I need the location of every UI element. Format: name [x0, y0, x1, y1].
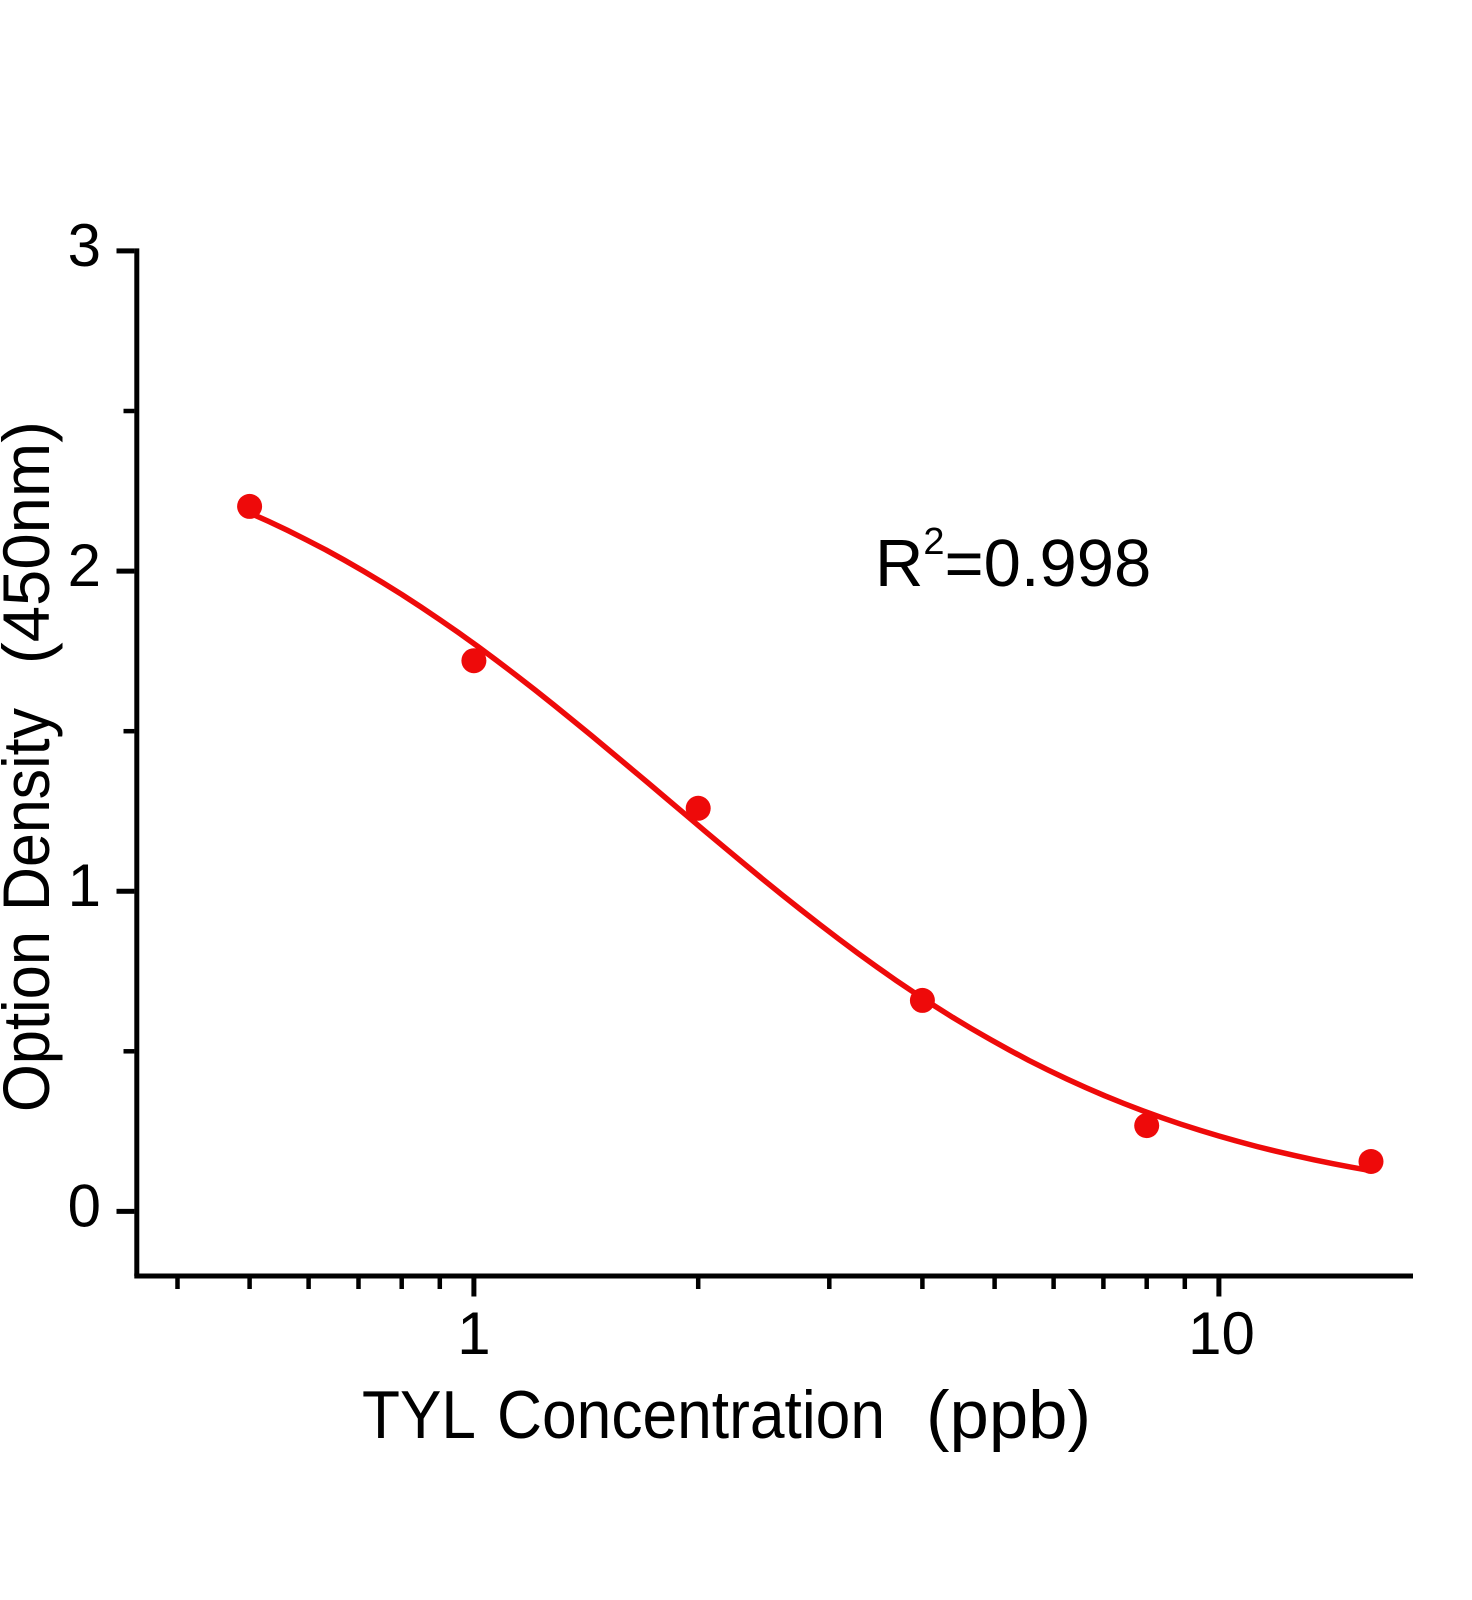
svg-text:R2=0.998: R2=0.998	[875, 521, 1151, 601]
svg-text:TYL: TYL	[362, 1377, 476, 1453]
svg-text:Option: Option	[0, 931, 63, 1112]
svg-text:Concentration: Concentration	[497, 1377, 885, 1453]
svg-text:(ppb): (ppb)	[926, 1377, 1091, 1453]
svg-text:1: 1	[457, 1300, 490, 1367]
svg-text:(450nm): (450nm)	[0, 421, 63, 664]
svg-text:3: 3	[68, 212, 101, 279]
svg-text:2: 2	[68, 532, 101, 599]
svg-text:Density: Density	[0, 708, 63, 911]
svg-text:0: 0	[68, 1172, 101, 1239]
svg-text:10: 10	[1188, 1300, 1255, 1367]
svg-text:1: 1	[68, 852, 101, 919]
